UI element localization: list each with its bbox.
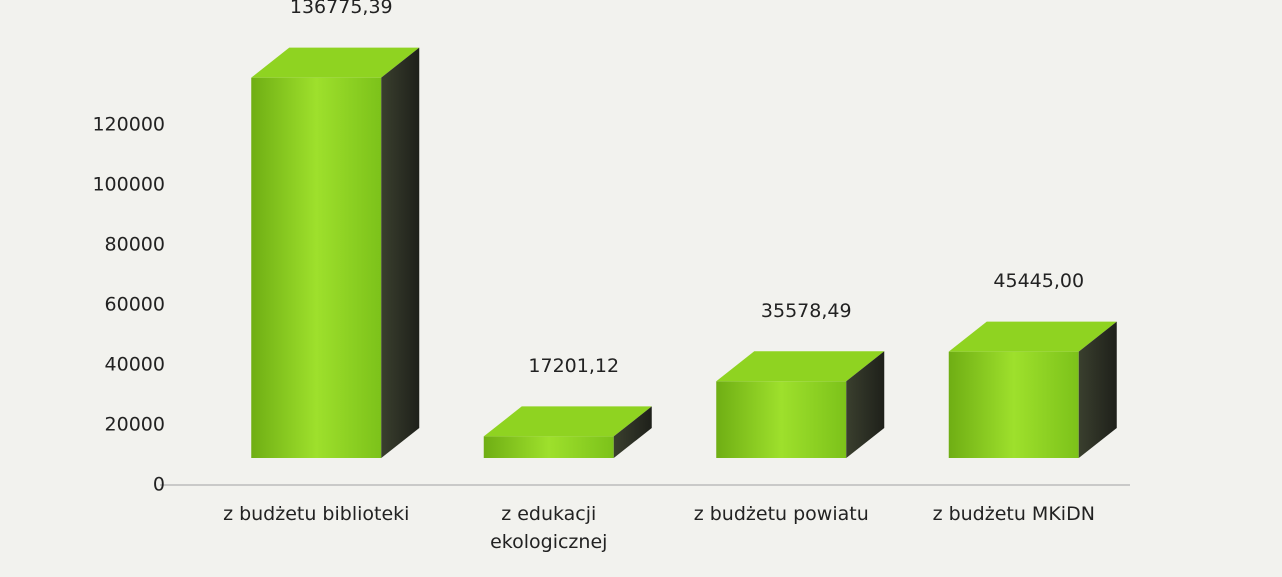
bar-front [483,436,614,458]
bar-top [251,47,420,78]
bar-top [483,406,652,437]
y-tick-label: 100000 [92,174,165,196]
bar-front [948,351,1079,458]
data-label: 17201,12 [528,355,619,377]
bar-side [381,47,420,459]
data-label: 35578,49 [761,300,852,322]
bar-side [846,351,885,458]
bar-side [613,406,652,458]
y-tick-label: 80000 [105,234,165,256]
y-tick-label: 60000 [105,294,165,316]
y-tick-label: 120000 [92,114,165,136]
bar-top [716,351,885,382]
x-tick-label: z budżetu biblioteki [223,503,410,525]
data-label: 136775,39 [290,0,393,18]
bar-side [1078,321,1117,458]
x-tick-label: z budżetu MKiDN [932,503,1095,525]
y-tick-label: 20000 [105,414,165,436]
x-tick-label: z budżetu powiatu [693,503,869,525]
bar-top [948,321,1117,352]
y-tick-label: 0 [153,474,165,496]
y-tick-label: 40000 [105,354,165,376]
data-label: 45445,00 [993,270,1084,292]
bar-front [251,77,382,458]
bar-front [716,381,847,458]
x-tick-label: z edukacji ekologicznej [490,503,608,553]
